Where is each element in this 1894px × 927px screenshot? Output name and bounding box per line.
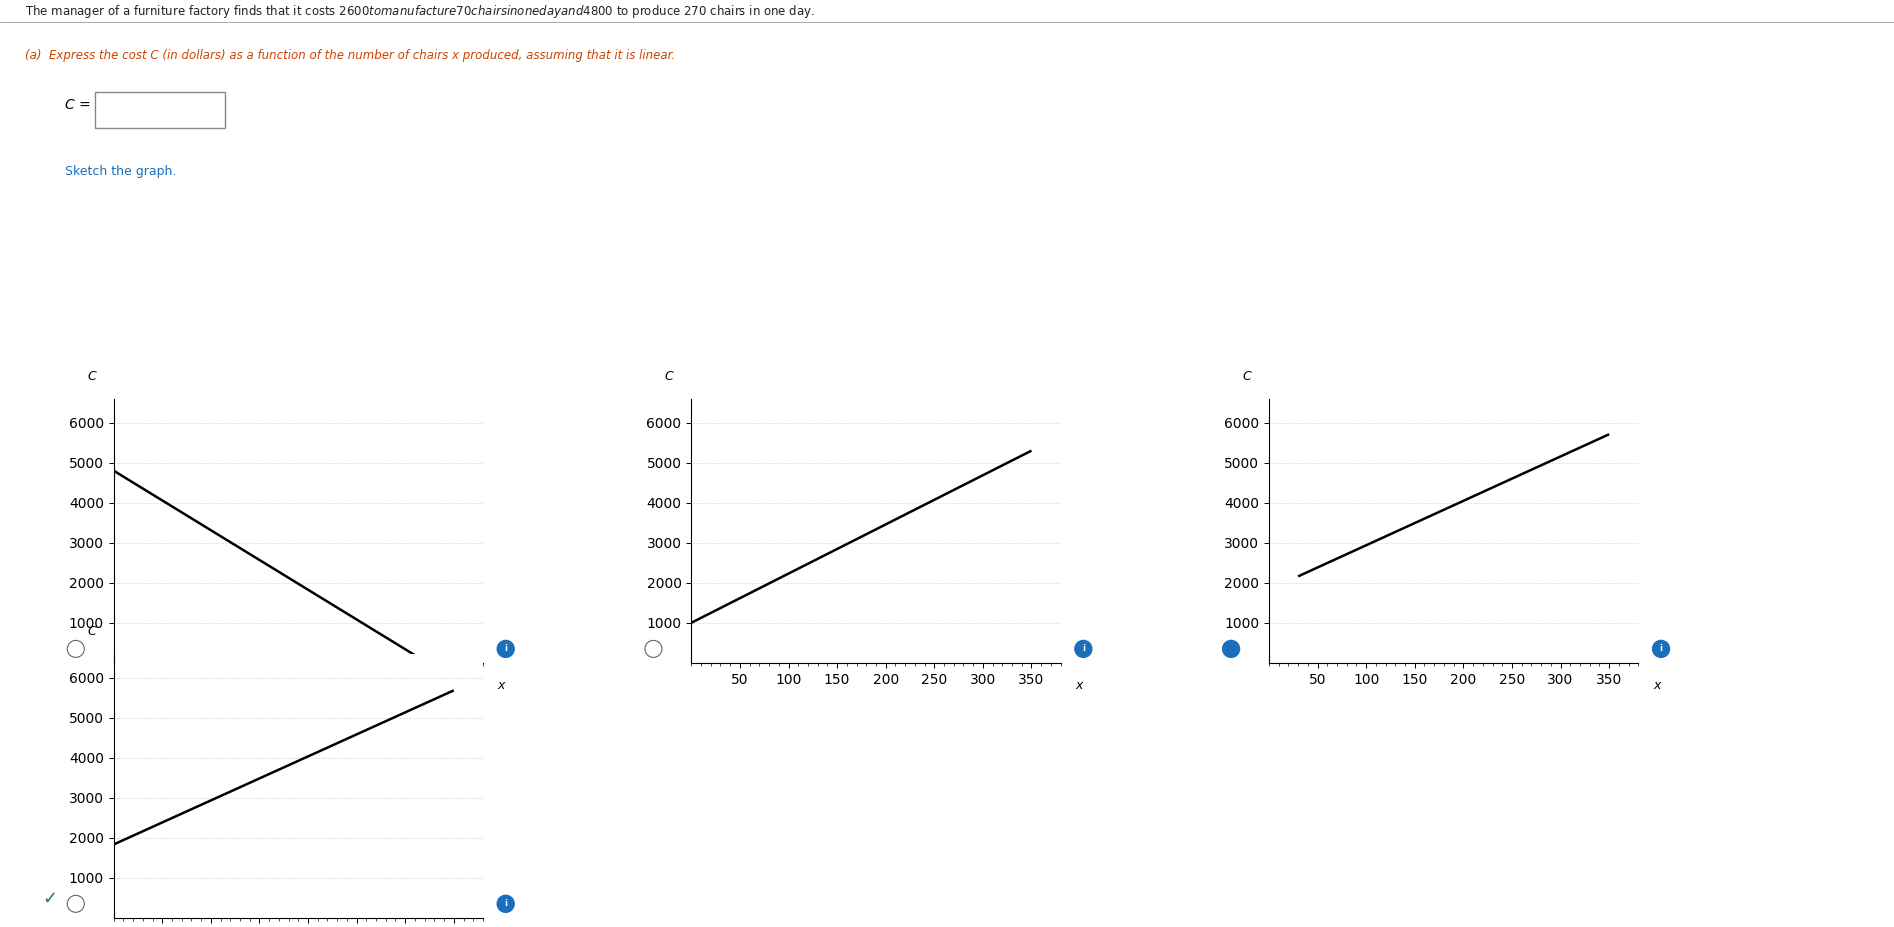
Text: (a)  Express the cost C (in dollars) as a function of the number of chairs x pro: (a) Express the cost C (in dollars) as a… — [25, 48, 674, 61]
Text: x: x — [1653, 679, 1661, 692]
Text: ✓: ✓ — [42, 890, 57, 908]
Circle shape — [1653, 641, 1669, 657]
Text: C: C — [665, 370, 674, 383]
Text: C: C — [87, 625, 97, 638]
Text: i: i — [504, 644, 508, 654]
Text: C =: C = — [64, 98, 91, 112]
Circle shape — [498, 641, 513, 657]
Text: Sketch the graph.: Sketch the graph. — [64, 166, 176, 179]
Text: C: C — [1242, 370, 1252, 383]
Bar — [95, 92, 225, 128]
Text: i: i — [504, 899, 508, 908]
Text: i: i — [1659, 644, 1663, 654]
Circle shape — [1076, 641, 1091, 657]
Circle shape — [1224, 641, 1239, 657]
Text: The manager of a furniture factory finds that it costs $2600 to manufacture 70 c: The manager of a furniture factory finds… — [25, 4, 814, 20]
Text: x: x — [1076, 679, 1083, 692]
Text: i: i — [1081, 644, 1085, 654]
Text: C: C — [87, 370, 97, 383]
Text: x: x — [498, 679, 506, 692]
Circle shape — [498, 895, 513, 912]
